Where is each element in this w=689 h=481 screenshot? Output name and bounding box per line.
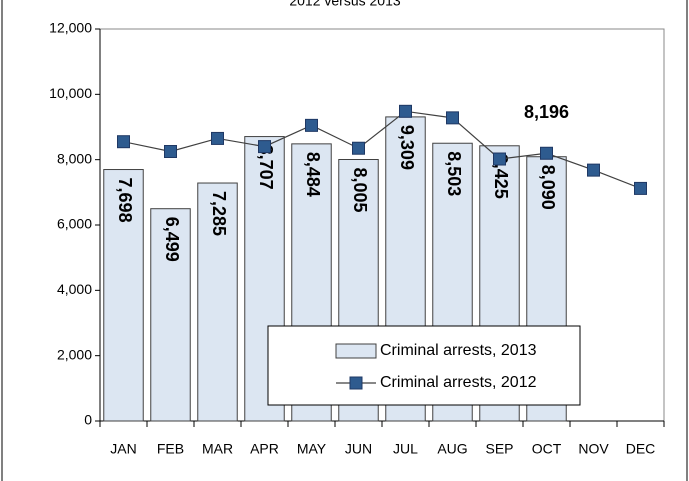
y-tick-label: 4,000 (57, 281, 92, 297)
x-tick-label: JAN (110, 441, 136, 457)
x-tick-label: SEP (485, 441, 513, 457)
bar-value-label: 8,707 (256, 145, 276, 190)
marker (540, 146, 553, 160)
legend-swatch (335, 343, 377, 359)
bar-value-label: 8,005 (350, 168, 370, 213)
x-tick-label: OCT (532, 441, 562, 457)
x-tick-label: AUG (437, 441, 467, 457)
marker (164, 145, 177, 158)
bar-value-label: 6,499 (162, 217, 182, 262)
marker (587, 163, 600, 177)
line-value-label: 8,196 (524, 102, 569, 122)
y-tick-label: 0 (84, 412, 92, 428)
marker (305, 118, 318, 132)
marker (399, 104, 412, 118)
marker (258, 140, 271, 154)
x-tick-label: JUN (345, 441, 372, 457)
legend-label: Criminal arrests, 2012 (380, 374, 537, 391)
bar-value-label: 8,484 (303, 152, 323, 197)
y-tick-label: 2,000 (57, 346, 92, 362)
bar-value-label: 9,309 (397, 125, 417, 170)
legend-box (267, 325, 581, 406)
marker (117, 135, 130, 149)
y-tick-label: 6,000 (57, 216, 92, 232)
bar-value-label: 8,090 (538, 165, 558, 210)
x-tick-label: MAR (202, 441, 233, 457)
y-tick-label: 10,000 (49, 85, 92, 101)
marker (446, 111, 459, 125)
x-tick-label: JUL (393, 441, 418, 457)
legend-label: Criminal arrests, 2013 (380, 342, 537, 359)
line (123, 110, 641, 189)
bar (197, 182, 238, 422)
x-tick-label: MAY (297, 441, 327, 457)
marker (634, 181, 647, 195)
bar (103, 169, 144, 422)
bar (150, 208, 191, 422)
marker (352, 141, 365, 155)
x-tick-label: APR (250, 441, 279, 457)
x-tick-label: FEB (157, 441, 184, 457)
marker (493, 152, 506, 166)
y-tick-label: 12,000 (49, 20, 92, 36)
y-tick-label: 8,000 (57, 150, 92, 166)
bar-value-label: 7,698 (115, 178, 135, 223)
marker (211, 131, 224, 145)
legend-marker (349, 376, 363, 390)
x-tick-label: DEC (626, 441, 656, 457)
x-tick-label: NOV (578, 441, 609, 457)
bar-value-label: 8,503 (444, 151, 464, 196)
bar-value-label: 7,285 (209, 191, 229, 236)
chart-title: 2012 versus 2013 (289, 0, 401, 9)
